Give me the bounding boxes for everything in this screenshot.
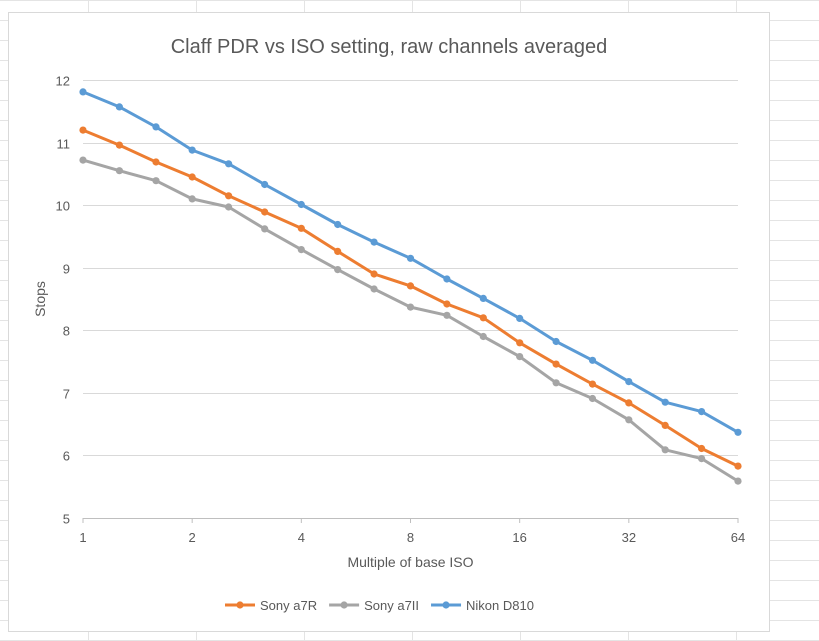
series-line xyxy=(82,128,739,468)
data-point[interactable] xyxy=(661,421,669,429)
legend-label: Sony a7R xyxy=(260,598,317,613)
data-point[interactable] xyxy=(625,399,633,407)
data-point[interactable] xyxy=(588,380,597,388)
y-tick-label: 6 xyxy=(63,449,70,464)
data-point[interactable] xyxy=(370,238,378,246)
data-point[interactable] xyxy=(588,356,597,364)
data-point[interactable] xyxy=(479,332,487,341)
data-point[interactable] xyxy=(698,408,706,416)
data-point[interactable] xyxy=(406,282,415,290)
data-point[interactable] xyxy=(115,141,123,149)
data-point[interactable] xyxy=(225,192,233,200)
data-point[interactable] xyxy=(79,126,87,134)
y-axis-label: Stops xyxy=(32,281,48,317)
data-point[interactable] xyxy=(479,314,487,322)
legend-item[interactable]: Sony a7II xyxy=(329,598,419,613)
series-sony-a7ii[interactable] xyxy=(79,156,742,485)
data-point[interactable] xyxy=(115,103,123,111)
data-point[interactable] xyxy=(261,208,269,216)
legend-item[interactable]: Nikon D810 xyxy=(431,598,534,613)
line-chart: Claff PDR vs ISO setting, raw channels a… xyxy=(32,36,745,613)
x-axis-ticks: 1 2 4 8 16 32 64 xyxy=(79,518,745,545)
data-point[interactable] xyxy=(734,477,742,485)
data-point[interactable] xyxy=(79,88,87,96)
data-point[interactable] xyxy=(479,294,487,302)
data-point[interactable] xyxy=(588,394,597,403)
data-point[interactable] xyxy=(661,446,669,454)
data-point[interactable] xyxy=(734,462,742,470)
series-layer xyxy=(79,88,742,485)
data-point[interactable] xyxy=(552,337,560,346)
data-point[interactable] xyxy=(152,123,160,131)
data-point[interactable] xyxy=(297,200,305,209)
legend-label: Nikon D810 xyxy=(466,598,534,613)
data-point[interactable] xyxy=(370,285,378,293)
legend-label: Sony a7II xyxy=(364,598,419,613)
y-tick-label: 8 xyxy=(63,324,70,339)
series-nikon-d810[interactable] xyxy=(79,88,742,436)
data-point[interactable] xyxy=(552,379,560,387)
data-point[interactable] xyxy=(370,270,378,278)
data-point[interactable] xyxy=(698,455,706,463)
x-tick-label: 4 xyxy=(298,530,305,545)
data-point[interactable] xyxy=(661,398,669,406)
data-point[interactable] xyxy=(406,254,415,262)
chart-title: Claff PDR vs ISO setting, raw channels a… xyxy=(171,36,608,58)
data-point[interactable] xyxy=(552,360,560,368)
data-point[interactable] xyxy=(188,146,196,154)
data-point[interactable] xyxy=(188,195,196,203)
legend-swatch-marker xyxy=(236,601,244,609)
y-tick-label: 10 xyxy=(56,199,70,214)
x-axis-label: Multiple of base ISO xyxy=(347,554,473,570)
legend-item[interactable]: Sony a7R xyxy=(225,598,317,613)
y-tick-label: 12 xyxy=(56,74,70,89)
data-point[interactable] xyxy=(734,428,742,436)
series-line xyxy=(82,158,739,483)
data-point[interactable] xyxy=(516,353,524,361)
legend[interactable]: Sony a7R Sony a7II Nikon D810 xyxy=(225,598,534,613)
y-tick-label: 5 xyxy=(63,512,70,527)
data-point[interactable] xyxy=(225,203,233,211)
data-point[interactable] xyxy=(261,225,269,233)
data-point[interactable] xyxy=(152,158,160,166)
data-point[interactable] xyxy=(188,173,196,181)
x-tick-label: 1 xyxy=(79,530,86,545)
data-point[interactable] xyxy=(334,220,342,229)
y-tick-label: 9 xyxy=(63,262,70,277)
data-point[interactable] xyxy=(516,339,524,347)
x-tick-label: 8 xyxy=(407,530,414,545)
data-point[interactable] xyxy=(698,444,706,453)
chart-area[interactable]: Claff PDR vs ISO setting, raw channels a… xyxy=(8,12,770,632)
y-tick-label: 11 xyxy=(57,137,71,152)
data-point[interactable] xyxy=(115,167,123,175)
data-point[interactable] xyxy=(297,224,305,232)
x-tick-label: 64 xyxy=(731,530,745,545)
data-point[interactable] xyxy=(443,275,451,283)
data-point[interactable] xyxy=(443,311,451,319)
data-point[interactable] xyxy=(152,177,160,185)
data-point[interactable] xyxy=(406,303,415,311)
data-point[interactable] xyxy=(334,266,342,274)
legend-swatch-marker xyxy=(442,601,450,609)
y-axis-ticks: 5 6 7 8 9 10 11 12 xyxy=(56,74,70,527)
data-point[interactable] xyxy=(443,300,451,308)
x-tick-label: 2 xyxy=(189,530,196,545)
gridlines xyxy=(83,80,738,456)
legend-swatch-marker xyxy=(340,601,348,609)
data-point[interactable] xyxy=(261,180,269,189)
series-sony-a7r[interactable] xyxy=(79,126,742,470)
data-point[interactable] xyxy=(334,247,342,255)
x-tick-label: 32 xyxy=(622,530,636,545)
data-point[interactable] xyxy=(625,378,633,386)
data-point[interactable] xyxy=(516,314,524,322)
data-point[interactable] xyxy=(297,246,305,254)
data-point[interactable] xyxy=(225,160,233,168)
data-point[interactable] xyxy=(79,156,87,164)
x-tick-label: 16 xyxy=(512,530,526,545)
series-line xyxy=(82,90,739,434)
y-tick-label: 7 xyxy=(63,387,70,402)
data-point[interactable] xyxy=(625,416,633,424)
